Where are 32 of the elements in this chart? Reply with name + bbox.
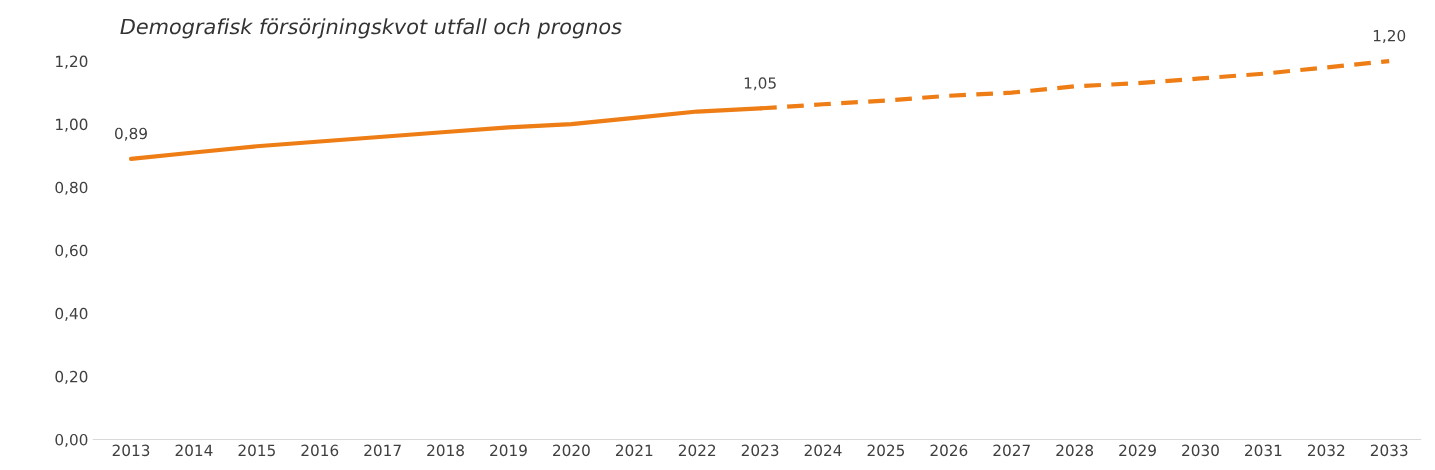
x-tick-label: 2017	[364, 444, 401, 457]
y-tick-label: 1,00	[56, 118, 88, 132]
y-tick-label: 0,60	[55, 244, 88, 258]
x-tick-label: 2024	[804, 444, 842, 457]
x-tick-label: 2013	[112, 444, 150, 457]
chart-title: Demografisk försörjningskvot utfall och prognos	[120, 18, 622, 39]
data-label: 0,89	[115, 127, 147, 141]
x-tick-label: 2027	[993, 444, 1030, 457]
x-tick-label: 2018	[427, 444, 464, 457]
x-tick-label: 2032	[1307, 444, 1345, 457]
data-label: 1,20	[1373, 29, 1406, 44]
x-tick-label: 2016	[301, 444, 339, 457]
x-tick-label: 2025	[867, 444, 905, 457]
x-tick-label: 2030	[1182, 444, 1219, 457]
x-tick-label: 2022	[678, 444, 716, 457]
data-label: 1,05	[744, 77, 776, 91]
x-tick-label: 2026	[930, 444, 968, 457]
x-tick-label: 2019	[490, 444, 527, 457]
y-tick-label: 0,80	[55, 181, 88, 195]
y-tick-label: 0,40	[55, 307, 88, 321]
y-tick-label: 0,20	[55, 370, 88, 384]
x-tick-label: 2014	[175, 444, 213, 457]
y-tick-label: 1,20	[56, 55, 88, 69]
x-tick-label: 2023	[741, 444, 779, 457]
x-tick-label: 2021	[615, 444, 653, 457]
x-tick-label: 2033	[1370, 444, 1408, 457]
x-tick-label: 2020	[553, 444, 590, 457]
x-tick-label: 2028	[1056, 444, 1094, 457]
x-tick-label: 2031	[1245, 444, 1282, 457]
x-tick-label: 2029	[1119, 444, 1156, 457]
y-tick-label: 0,00	[55, 433, 88, 448]
x-tick-label: 2015	[238, 444, 275, 457]
